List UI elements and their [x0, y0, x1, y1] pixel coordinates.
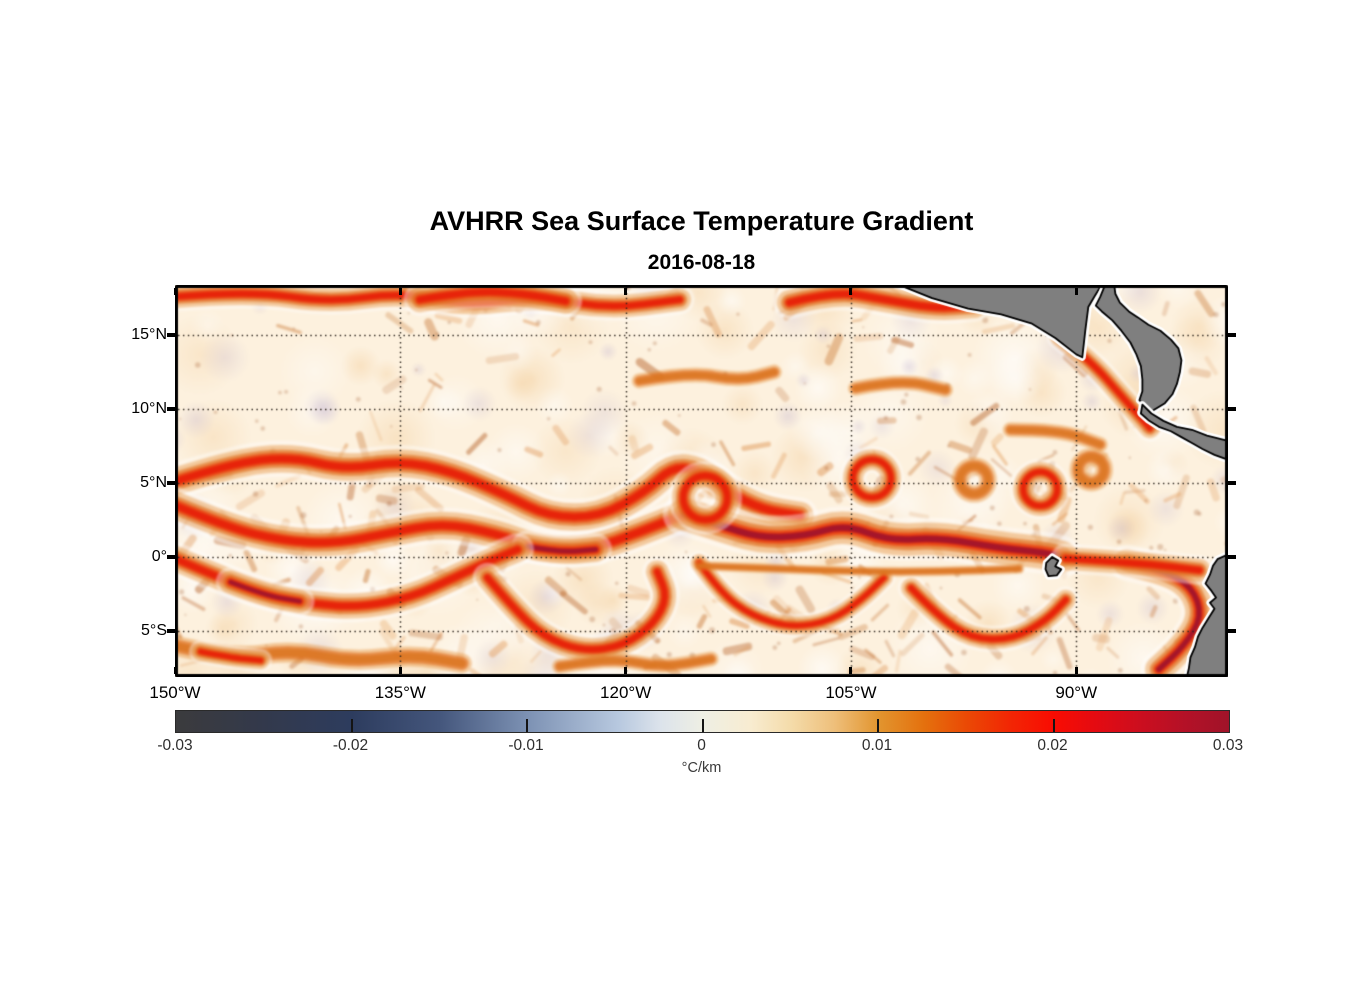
x-tick-top — [624, 288, 628, 295]
y-tick-right — [1228, 628, 1236, 633]
land-grid-frame-canvas — [175, 285, 1228, 677]
x-tick-top — [1074, 288, 1078, 295]
y-tick-right — [1228, 333, 1236, 338]
colorbar-tick — [1052, 719, 1055, 732]
x-tick-bottom — [1074, 667, 1078, 674]
colorbar — [175, 710, 1230, 733]
colorbar-tick — [877, 719, 879, 732]
x-tick-label: 150°W — [149, 683, 201, 702]
colorbar-tick-label: -0.02 — [332, 737, 369, 754]
chart-title: AVHRR Sea Surface Temperature Gradient — [429, 206, 974, 236]
colorbar-tick — [701, 719, 704, 732]
x-tick-label: 105°W — [825, 683, 877, 702]
x-tick-label: 90°W — [1055, 683, 1098, 702]
x-tick-bottom — [624, 667, 628, 674]
map-plot — [175, 285, 1228, 677]
x-tick-bottom — [849, 667, 853, 674]
x-tick-bottom — [398, 667, 402, 674]
colorbar-tick-label: -0.01 — [508, 737, 544, 754]
y-tick-label: 5°S — [141, 621, 167, 639]
colorbar-tick-label: -0.03 — [157, 737, 193, 754]
x-tick-top — [398, 288, 402, 295]
y-tick-right — [1228, 554, 1236, 559]
y-tick-left — [167, 407, 175, 412]
y-tick-right — [1228, 480, 1236, 485]
y-tick-label: 5°N — [140, 473, 167, 491]
x-tick-top — [849, 288, 853, 295]
x-tick-label: 120°W — [600, 683, 652, 702]
y-tick-left — [167, 628, 175, 633]
y-tick-left — [167, 333, 175, 338]
chart-date-subtitle: 2016-08-18 — [647, 251, 756, 274]
x-tick-label: 135°W — [374, 683, 426, 702]
colorbar-tick-label: 0.03 — [1212, 737, 1244, 754]
y-tick-label: 10°N — [131, 400, 167, 418]
y-tick-left — [167, 554, 175, 559]
y-tick-left — [167, 480, 175, 485]
colorbar-tick-label: 0.01 — [861, 737, 893, 754]
colorbar-unit-label: °C/km — [681, 760, 722, 776]
y-tick-right — [1228, 407, 1236, 412]
colorbar-tick-label: 0 — [697, 737, 706, 754]
y-tick-label: 15°N — [131, 326, 167, 344]
colorbar-tick-label: 0.02 — [1037, 737, 1068, 754]
colorbar-tick — [526, 719, 528, 732]
x-tick-bottom — [173, 667, 177, 674]
colorbar-tick — [350, 719, 353, 732]
y-tick-label: 0° — [151, 547, 167, 565]
x-tick-top — [173, 288, 177, 295]
